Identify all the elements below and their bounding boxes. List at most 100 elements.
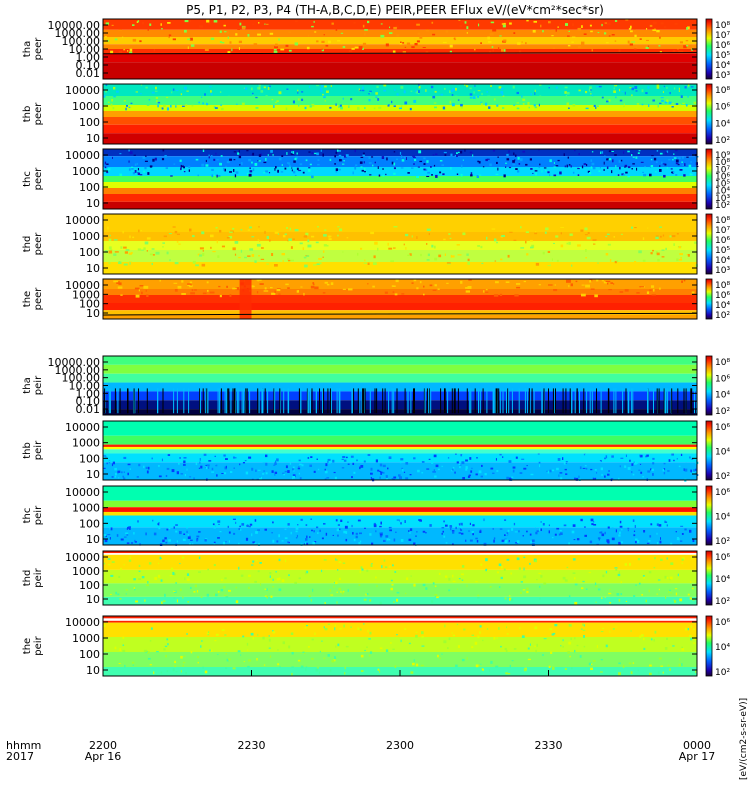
panel-thd-peer-speck	[124, 251, 128, 254]
panel-thc-peer-speck	[505, 162, 508, 164]
panel-thc-peir-speck	[337, 524, 340, 526]
panel-thb-peer-speck	[564, 91, 567, 94]
panel-the-peir-speck	[590, 667, 593, 670]
panel-thb-peir-speck	[454, 471, 456, 474]
panel-thc-peer-speck	[636, 167, 638, 171]
panel-the-peer-ytick-label: 100	[79, 298, 100, 311]
panel-thc-peer-speck	[265, 170, 268, 173]
panel-thc-peer-speck	[403, 156, 406, 159]
panel-tha-peer-speck	[604, 32, 607, 35]
panel-thb-peer-speck	[454, 95, 458, 98]
panel-tha-peer-speck	[663, 26, 667, 28]
panel-thc-peer-speck	[430, 166, 432, 168]
panel-thd-peer-speck	[244, 256, 247, 259]
panel-thd-peer-speck	[480, 245, 483, 249]
panel-thd-peir-speck	[595, 601, 597, 603]
panel-the-peir-speck	[329, 669, 332, 672]
panel-thc-peir-speck	[386, 538, 389, 541]
panel-thb-peir-ytick-label: 1000	[72, 437, 100, 450]
panel-thb-peir-speck	[519, 472, 523, 474]
panel-tha-peer-speck	[132, 38, 137, 42]
panel-thb-peir-speck	[211, 467, 214, 471]
panel-thb-peer-speck	[404, 101, 408, 105]
panel-thc-peer-speck	[362, 154, 365, 157]
panel-the-peir-speck	[519, 627, 521, 630]
panel-thd-peer-speck	[303, 256, 307, 259]
panel-the-peer-speck	[651, 294, 656, 296]
panel-thc-peir-speck	[162, 539, 165, 543]
panel-thb-peer-speck	[425, 89, 427, 92]
panel-thc-peer-ytick-label: 1000	[72, 165, 100, 178]
panel-the-peer-speck	[314, 286, 319, 290]
panel-the-peir-speck	[488, 669, 490, 672]
panel-tha-peer-speck	[389, 26, 391, 29]
panel-the-peir-speck	[504, 647, 507, 651]
panel-tha-peir-streak	[307, 388, 309, 414]
panel-thb-peir-speck	[547, 459, 550, 462]
panel-the-peer-speck	[605, 280, 611, 283]
panel-thd-peir-speck	[504, 597, 507, 600]
panel-thd-peir-speck	[157, 574, 161, 578]
panel-thc-peer-speck	[433, 164, 436, 167]
panel-the-peer-speck	[651, 285, 655, 288]
panel-tha-peer-speck	[654, 28, 656, 30]
panel-the-peir-speck	[421, 645, 425, 647]
panel-thc-peir-speck	[158, 522, 160, 524]
panel-thd-peer-speck	[162, 246, 164, 248]
panel-thc-peir-speck	[551, 537, 554, 539]
panel-the-peir-speck	[302, 651, 305, 653]
panel-thd-peer-speck	[284, 233, 287, 235]
panel-thb-peer-speck	[309, 85, 311, 88]
panel-tha-peer-ytick-label: 1.00	[76, 51, 101, 64]
panel-thc-peir-speck	[676, 538, 679, 541]
panel-thc-peer-speck	[423, 163, 426, 165]
panel-thd-peir-speck	[172, 572, 175, 575]
panel-thb-peir-speck	[225, 465, 227, 469]
panel-the-peer-speck	[392, 285, 396, 287]
panel-thb-peer-speck	[162, 104, 166, 107]
panel-the-peer-speck	[174, 289, 178, 292]
panel-thc-peer-speck	[690, 161, 692, 163]
panel-thc-peer-speck	[289, 165, 291, 167]
panel-thb-peir-speck	[526, 465, 528, 467]
panel-the-peir-speck	[248, 659, 252, 662]
panel-tha-peer-speck	[459, 25, 463, 28]
panel-the-peer-speck	[139, 285, 144, 287]
panel-thd-peer-speck	[690, 264, 692, 267]
panel-thb-peir-speck	[200, 465, 203, 469]
panel-thc-peir-speck	[238, 528, 241, 530]
panel-the-peir-speck	[632, 662, 635, 664]
panel-thb-peir-speck	[562, 457, 564, 460]
panel-thb-peir-speck	[117, 472, 119, 474]
panel-thb-peir-speck	[293, 470, 295, 472]
panel-thc-peer-speck	[684, 163, 686, 166]
panel-thc-peir-speck	[152, 519, 154, 522]
panel-tha-peir-streak	[238, 388, 240, 414]
panel-the-peir-speck	[200, 645, 202, 648]
panel-the-peir-speck	[344, 672, 346, 675]
panel-tha-peir-streak	[146, 388, 148, 414]
panel-the-peir-speck	[247, 649, 249, 651]
panel-thb-peer-speck	[255, 96, 258, 99]
panel-the-peer-burst	[239, 279, 252, 319]
panel-tha-peir-streak	[428, 388, 430, 414]
panel-thc-peer-speck	[359, 161, 363, 164]
panel-thb-peir-speck	[117, 470, 121, 473]
panel-tha-peer-speck	[551, 35, 554, 37]
panel-tha-peer-speck	[571, 36, 576, 38]
panel-the-peer-speck	[322, 292, 326, 294]
panel-thc-peer-speck	[587, 170, 590, 173]
panel-thc-peir-speck	[379, 533, 383, 536]
panel-thd-peer-speck	[294, 229, 299, 232]
panel-thb-peir-colorbar	[705, 420, 713, 481]
panel-thd-peer-speck	[568, 241, 571, 245]
panel-thd-peer-speck	[129, 235, 131, 239]
panel-thd-peir-speck	[179, 588, 182, 592]
panel-thb-peir-speck	[663, 468, 666, 471]
panel-thb-peir-speck	[224, 466, 227, 470]
panel-thb-peir-speck	[242, 462, 245, 464]
panel-thb-peer-speck	[175, 105, 177, 108]
panel-thd-peer-speck	[513, 239, 517, 241]
panel-thc-peir-speck	[499, 528, 503, 530]
panel-thc-peer-speck	[296, 167, 299, 171]
